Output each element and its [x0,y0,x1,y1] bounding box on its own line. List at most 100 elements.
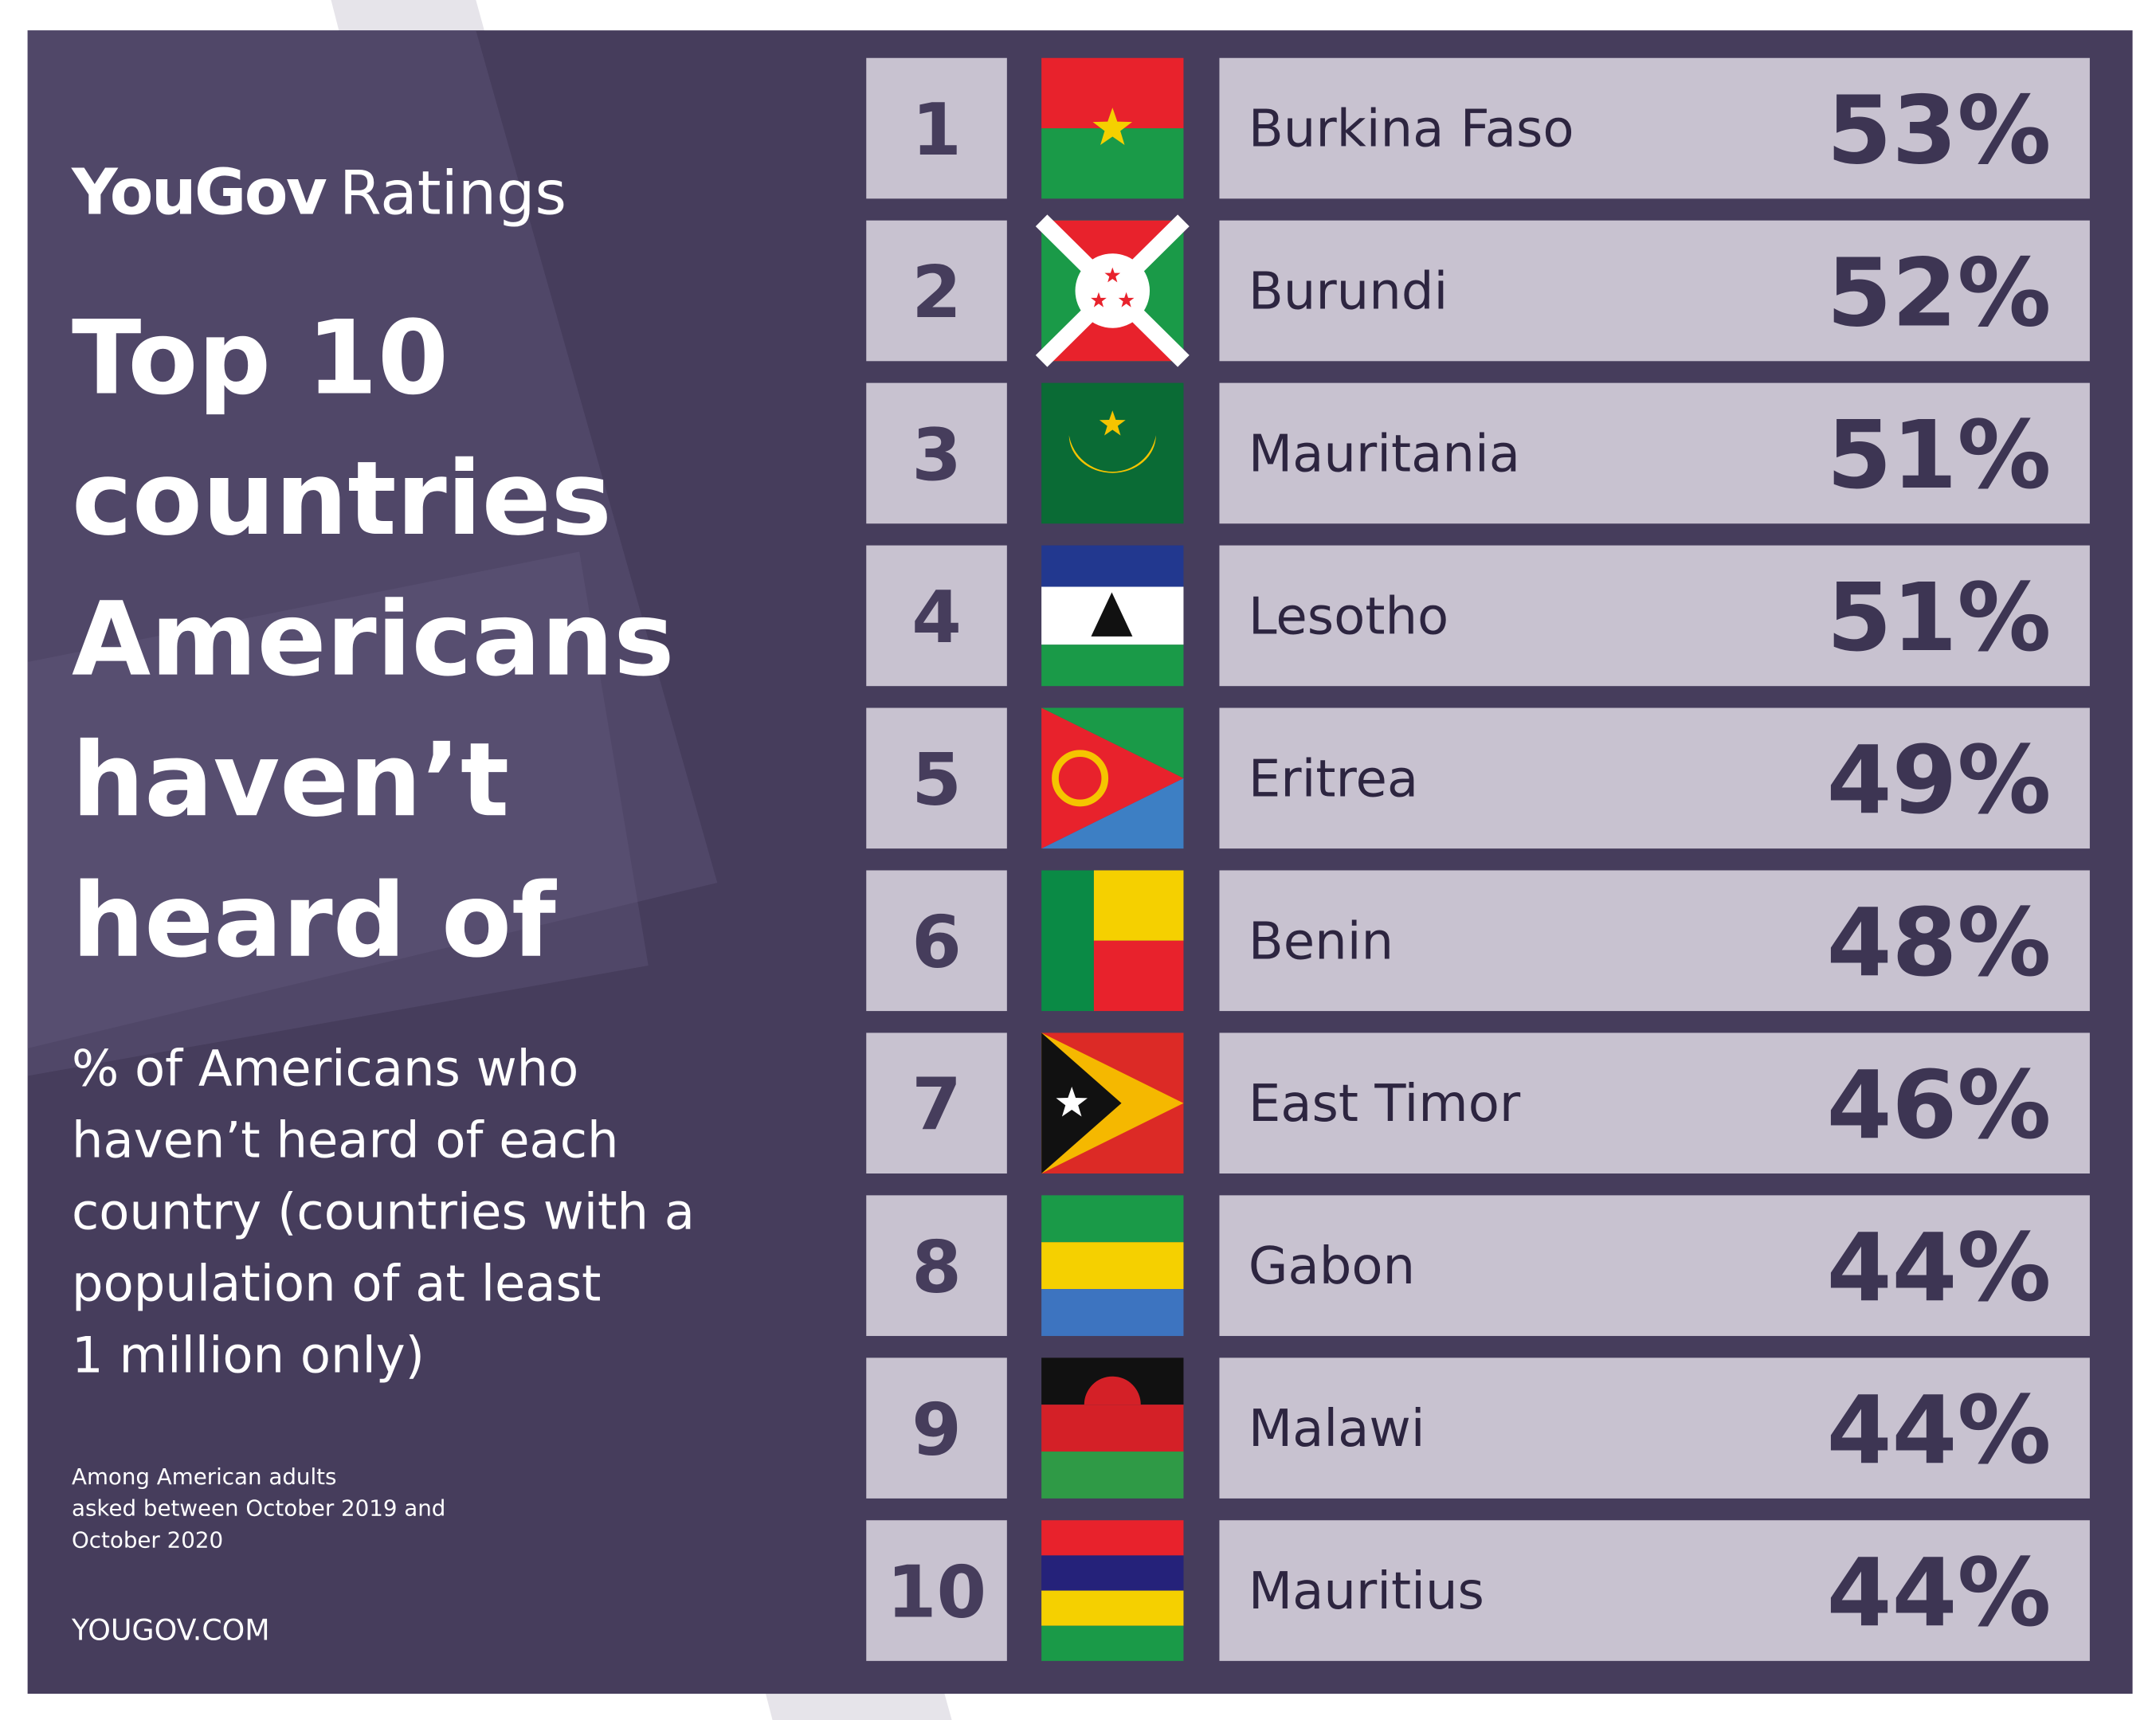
country-box [1219,1195,2090,1336]
country-box [1219,707,2090,849]
flag [1041,1032,1184,1174]
flag-part [1093,940,1184,1012]
flag-part [1041,1590,1184,1626]
rank: 8 [911,1226,962,1310]
subtitle-line: 1 million only) [72,1326,425,1385]
country-box [1219,1520,2090,1661]
rank-box [866,220,1007,362]
rank: 3 [911,413,962,497]
flag [1041,707,1184,849]
row: 10 Mauritius 44% [866,1520,2090,1661]
flag-part [1041,707,1184,849]
logo-brand: YouGov [71,155,327,229]
rank: 4 [911,576,962,660]
country: East Timor [1249,1075,1521,1134]
country: Burkina Faso [1249,100,1574,159]
percent: 46% [1827,1051,2052,1160]
title-line: heard of [72,862,557,981]
percent: 51% [1827,563,2052,672]
flag-part [1041,870,1094,1012]
country: Burundi [1249,263,1448,322]
row: 8 Gabon 44% [866,1195,2090,1336]
decor [27,30,718,1048]
rank-box [866,382,1007,524]
rank: 1 [911,88,962,172]
rank-box [866,1195,1007,1336]
country: Mauritius [1249,1562,1484,1621]
flag-part [1052,750,1109,807]
flag-part [1041,545,1184,587]
flag-part [1041,128,1184,199]
flag-part [1084,1376,1141,1405]
country: Benin [1249,912,1394,971]
rank: 7 [911,1064,962,1147]
row: 3 Mauritania 51% [866,382,2090,524]
logo-product: Ratings [339,157,566,228]
flag [1035,214,1190,367]
rank-box [866,870,1007,1012]
row: 9 Malawi 44% [866,1358,2090,1499]
rank-box [866,57,1007,199]
flag-part [1041,1452,1184,1499]
flag [1041,1195,1184,1336]
flag-part [1075,253,1151,328]
country-box [1219,1358,2090,1499]
title-line: Americans [72,581,674,699]
percent: 48% [1827,888,2052,997]
country-box [1219,57,2090,199]
subtitle-line: country (countries with a [72,1183,695,1241]
country-box [1219,1032,2090,1174]
percent: 44% [1827,1213,2052,1322]
rank: 10 [887,1550,986,1634]
percent: 44% [1827,1538,2052,1648]
flag-part [1041,1555,1184,1591]
row: 4 Lesotho 51% [866,545,2090,687]
rank-box [866,545,1007,687]
row: 5 Eritrea 49% [866,707,2090,849]
flag-part [1041,1195,1184,1243]
country: Mauritania [1249,425,1520,484]
flag-star [1056,1086,1088,1117]
rank-box [866,707,1007,849]
flag-part [1041,645,1184,687]
country: Lesotho [1249,587,1448,646]
flag-part [1093,870,1184,941]
rank: 6 [911,901,962,985]
flag-star [1118,292,1135,308]
rank-box [866,1520,1007,1661]
flag-star [1092,108,1133,146]
percent: 52% [1827,238,2052,347]
left-text: Top 10 countries Americans haven’t heard of%… [71,299,695,1647]
country: Eritrea [1249,750,1418,809]
decor [27,551,649,1076]
row: 7 East Timor 46% [866,1032,2090,1174]
rank-box [866,1358,1007,1499]
flag-star [1104,267,1121,283]
flag [1041,545,1184,687]
row: 2 Burundi 52% [866,214,2090,367]
percent: 49% [1827,726,2052,835]
flag-part [1041,1625,1184,1661]
row: 6 Benin 48% [866,870,2090,1012]
flag-part [1041,1520,1184,1556]
country-box [1219,220,2090,362]
flag-part [1041,1032,1122,1174]
note-line: asked between October 2019 and [72,1495,445,1522]
flag [1041,1358,1184,1499]
flag-star [1091,292,1107,308]
footer: YOUGOV.COM [71,1613,270,1648]
note-line: October 2020 [72,1527,223,1553]
rank: 2 [911,251,962,335]
country: Malawi [1249,1400,1425,1459]
flag-part [1041,1289,1184,1336]
flag [1041,382,1184,524]
row: 1 Burkina Faso 53% [866,57,2090,199]
flag-part [1041,1405,1184,1452]
percent: 44% [1827,1376,2052,1485]
title-line: Top 10 [72,299,449,417]
title-line: haven’t [72,721,509,840]
subtitle-line: % of Americans who [72,1040,578,1098]
subtitle-line: haven’t heard of each [72,1111,618,1170]
